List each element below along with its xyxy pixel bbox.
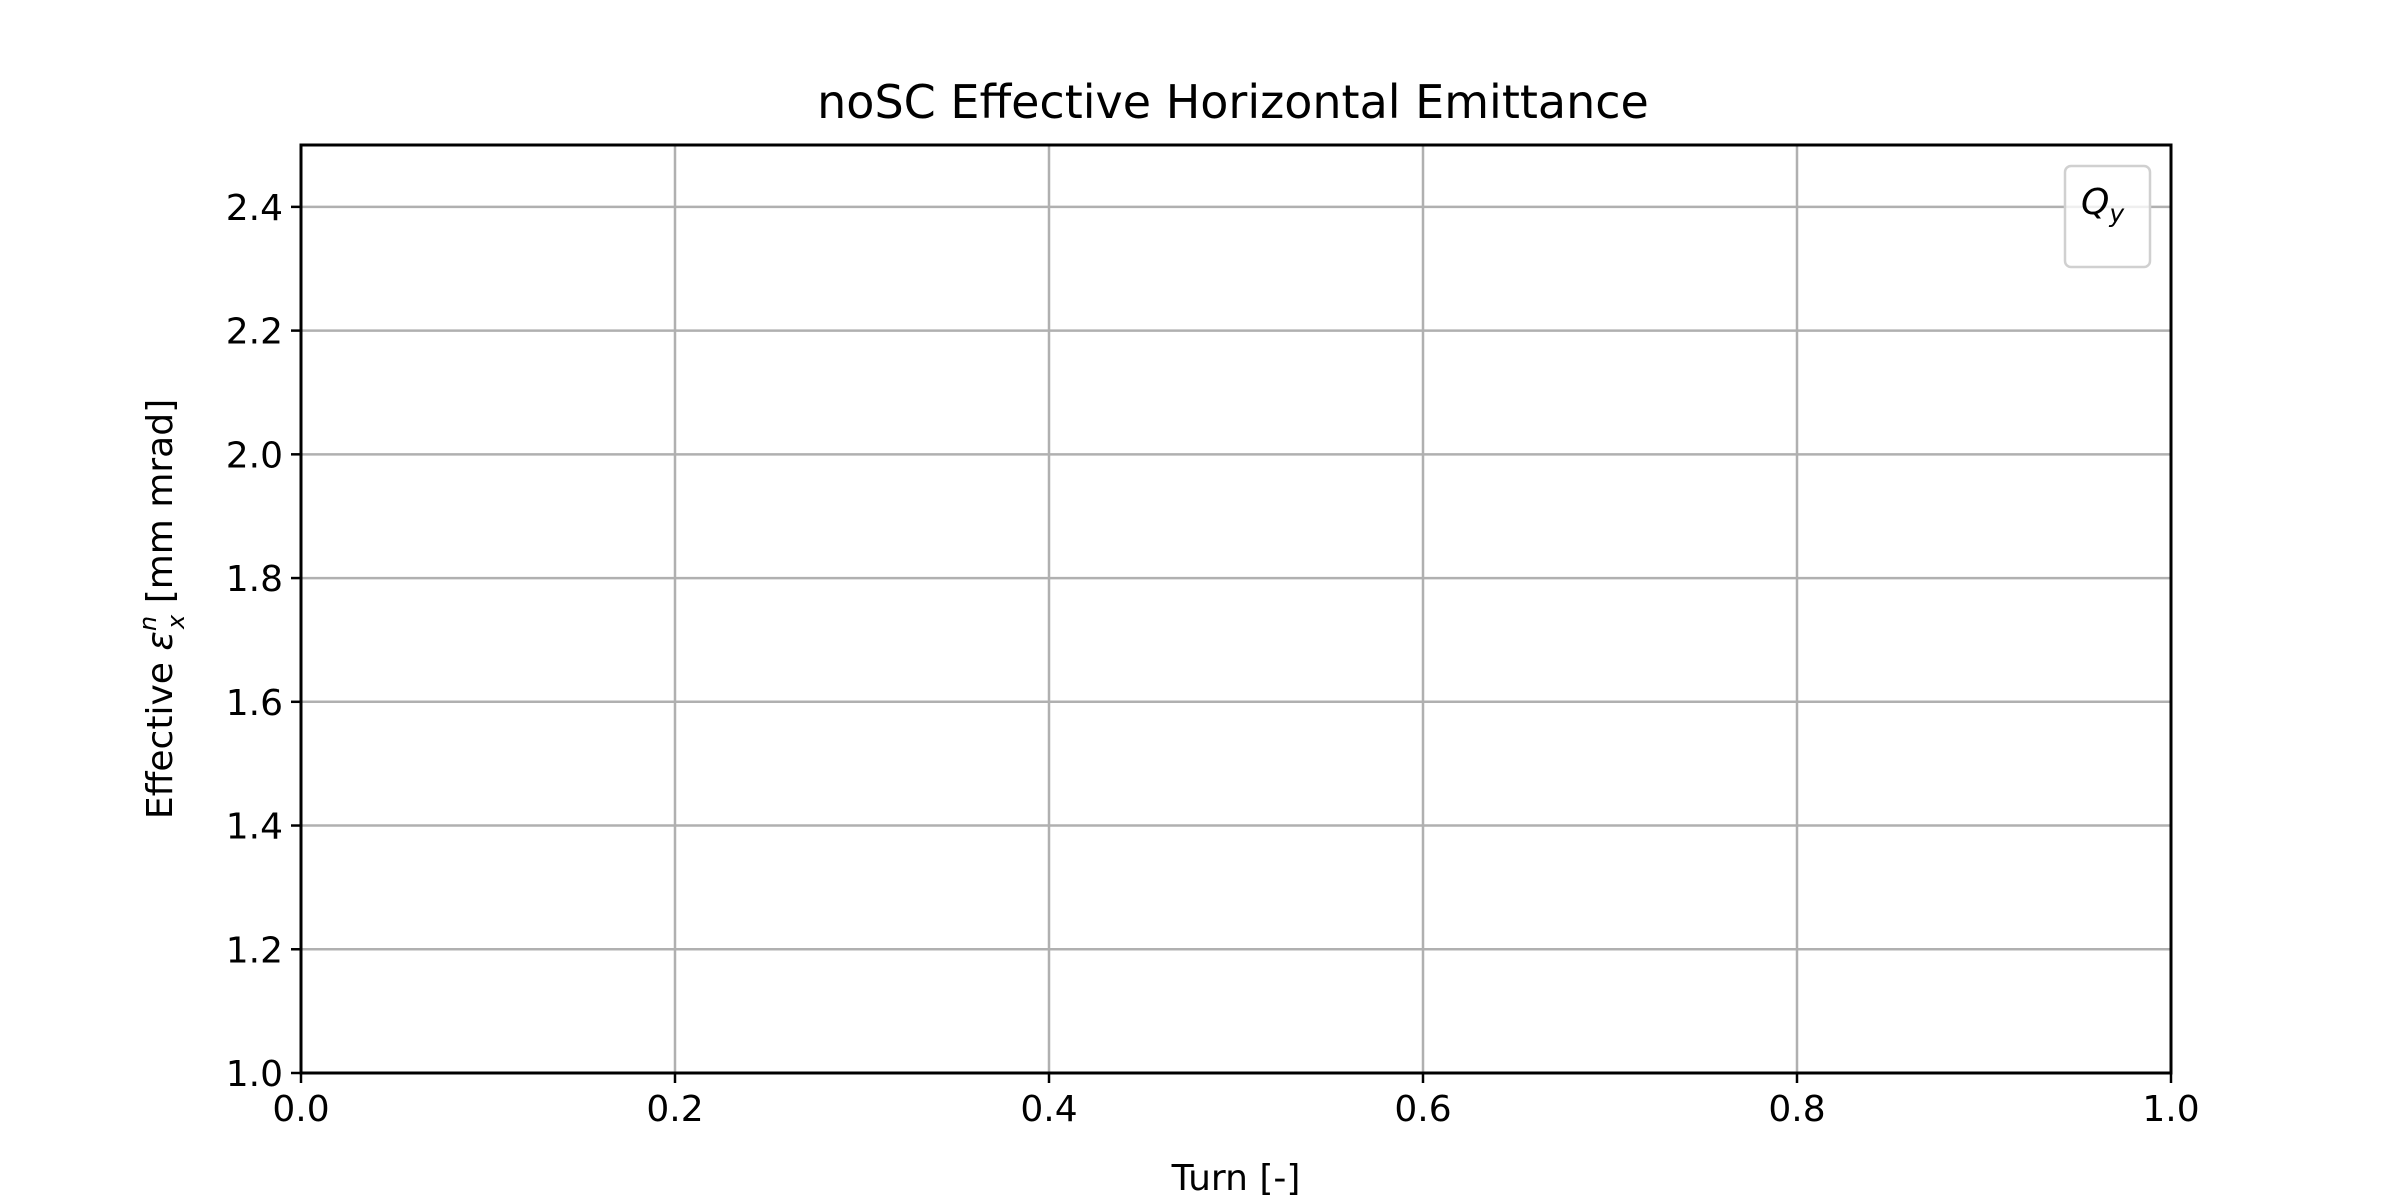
x-tick-label: 0.8 (1768, 1089, 1825, 1130)
legend: Qy (2063, 164, 2152, 269)
y-axis-label: Effective εnx [mm mrad] (134, 399, 190, 819)
legend-title-subscript: y (2108, 199, 2125, 228)
y-tick-label: 1.6 (226, 683, 283, 724)
legend-title: Qy (2081, 182, 2125, 228)
x-axis-ticks: 0.0 0.2 0.4 0.6 0.8 1.0 (272, 1073, 2200, 1130)
y-tick-label: 2.4 (226, 188, 283, 229)
x-axis-label: Turn [-] (1171, 1158, 1301, 1199)
x-tick-label: 0.0 (272, 1089, 329, 1130)
chart-title: noSC Effective Horizontal Emittance (817, 75, 1649, 129)
y-axis-ticks: 1.0 1.2 1.4 1.6 1.8 2.0 2.2 2.4 (226, 188, 301, 1095)
y-tick-label: 1.8 (226, 559, 283, 600)
y-tick-label: 2.0 (226, 435, 283, 476)
y-tick-label: 2.2 (226, 312, 283, 353)
legend-title-base: Q (2081, 182, 2109, 223)
x-tick-label: 0.2 (646, 1089, 703, 1130)
y-axis-label-suffix: [mm mrad] (140, 399, 181, 615)
y-tick-label: 1.4 (226, 807, 283, 848)
x-tick-label: 1.0 (2142, 1089, 2199, 1130)
y-axis-label-superscript: n (134, 616, 162, 631)
y-axis-label-symbol: ε (140, 631, 181, 650)
y-tick-label: 1.2 (226, 930, 283, 971)
x-tick-label: 0.4 (1020, 1089, 1077, 1130)
y-tick-label: 1.0 (226, 1054, 283, 1095)
plot-frame (299, 143, 2173, 1075)
legend-box (2063, 164, 2152, 269)
y-axis-label-subscript: x (162, 614, 190, 630)
x-tick-label: 0.6 (1394, 1089, 1451, 1130)
y-axis-label-prefix: Effective (140, 651, 181, 820)
